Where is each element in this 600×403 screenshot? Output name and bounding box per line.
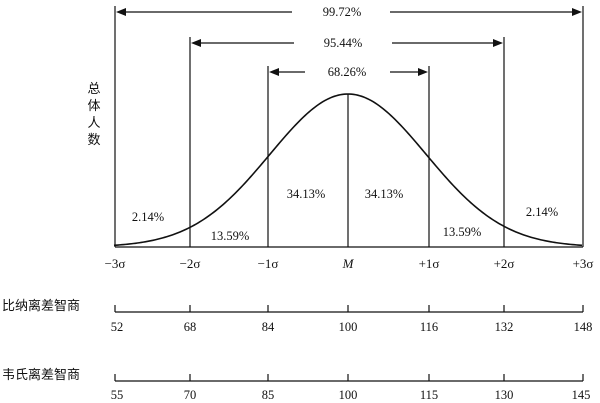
range-arrow-68: 68.26% <box>269 65 428 79</box>
region-label: 2.14% <box>132 210 164 224</box>
range-arrow-99: 99.72% <box>116 5 582 19</box>
arrowhead-right <box>572 8 582 16</box>
binet-scale-value: 100 <box>339 320 358 334</box>
wechsler-scale-value: 100 <box>339 388 358 402</box>
bell-curve <box>113 93 583 247</box>
range-label-95: 95.44% <box>324 36 363 50</box>
binet-scale-value: 68 <box>184 320 197 334</box>
wechsler-scale-value: 130 <box>495 388 514 402</box>
wechsler-scale-title: 韦氏离差智商 <box>2 367 80 383</box>
arrowhead-left <box>116 8 126 16</box>
binet-scale-value: 84 <box>262 320 275 334</box>
binet-scale-value: 148 <box>574 320 593 334</box>
wechsler-scale-value: 70 <box>184 388 197 402</box>
range-label-68: 68.26% <box>328 65 367 79</box>
wechsler-scale-value: 85 <box>262 388 275 402</box>
region-label: 34.13% <box>287 187 326 201</box>
sigma-label: +1σ <box>419 256 440 271</box>
region-label: 2.14% <box>526 205 558 219</box>
arrowhead-right <box>493 39 503 47</box>
region-label: 34.13% <box>365 187 404 201</box>
binet-scale-value: 52 <box>111 320 124 334</box>
wechsler-scale-value: 115 <box>420 388 438 402</box>
sigma-label: +3σ <box>573 256 594 271</box>
sigma-label: +2σ <box>494 256 515 271</box>
sigma-label: −2σ <box>180 256 201 271</box>
wechsler-scale-value: 145 <box>572 388 591 402</box>
binet-scale-value: 116 <box>420 320 438 334</box>
binet-scale-title: 比纳离差智商 <box>2 298 80 314</box>
sigma-label: −3σ <box>105 256 126 271</box>
binet-scale: 比纳离差智商 52 68 84 100 116 132 148 <box>2 298 592 334</box>
range-label-99: 99.72% <box>323 5 362 19</box>
y-axis-label-char: 人 <box>87 116 100 131</box>
y-axis-label-char: 总 <box>87 82 100 97</box>
y-axis-label-char: 数 <box>87 133 100 148</box>
wechsler-scale: 韦氏离差智商 55 70 85 100 115 130 145 <box>2 367 590 402</box>
y-axis-label: 总 体 人 数 <box>87 82 100 148</box>
range-arrow-95: 95.44% <box>191 36 503 50</box>
region-label: 13.59% <box>443 225 482 239</box>
sigma-labels: −3σ −2σ −1σ M +1σ +2σ +3σ <box>105 256 594 271</box>
sigma-label: −1σ <box>258 256 279 271</box>
region-label: 13.59% <box>211 229 250 243</box>
wechsler-scale-value: 55 <box>111 388 124 402</box>
arrowhead-right <box>418 68 428 76</box>
mean-label: M <box>342 256 355 271</box>
y-axis-label-char: 体 <box>87 99 100 114</box>
arrowhead-left <box>191 39 201 47</box>
binet-scale-value: 132 <box>495 320 514 334</box>
arrowhead-left <box>269 68 279 76</box>
